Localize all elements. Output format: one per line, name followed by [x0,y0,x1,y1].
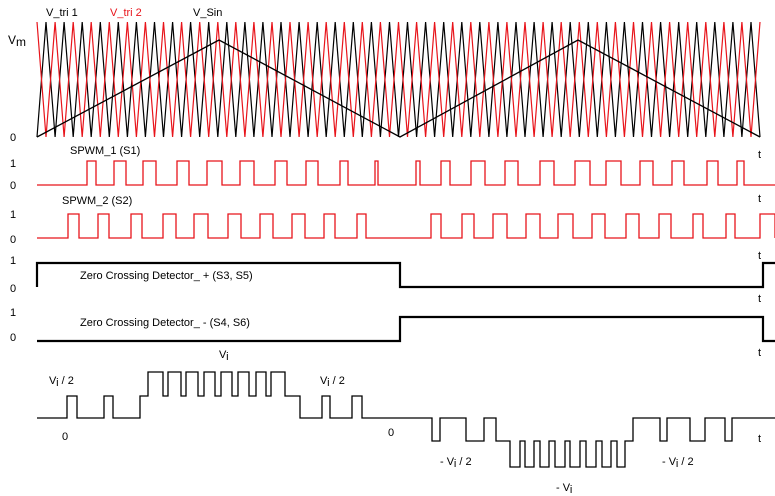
spwm1-t-label: t [758,193,761,205]
zcd-positive-panel: Zero Crossing Detector_ + (S3, S5) 1 0 t [10,255,775,305]
spwm1-one-label: 1 [10,158,16,170]
label-vi-half-left-rest: / 2 [59,375,74,387]
zcd-negative-zero-label: 0 [10,332,16,344]
spwm2-zero-label: 0 [10,234,16,246]
vm-label-main: V [8,33,16,47]
vm-label-sub: m [16,35,26,49]
zcd-negative-trace [37,315,775,343]
label-neg-vi-half-left-sub: i [454,458,456,470]
label-neg-vi-half-right-sub: i [676,458,678,470]
tri-carrier-1-trace [36,21,761,138]
label-neg-vi-half-left-v: - V [440,456,455,468]
label-neg-vi-bottom-v: - V [556,482,571,494]
label-neg-vi-half-left-rest: / 2 [456,456,471,468]
spwm2-title: SPWM_2 (S2) [62,195,132,207]
label-vi-half-right-sub: i [327,377,329,389]
tri-carrier-1-line [36,21,761,138]
output-voltage-trace [37,371,775,468]
legend-tri2: V_tri 2 [110,7,142,19]
zcd-positive-t-label: t [758,293,761,305]
label-neg-vi-bottom-sub: i [570,484,572,496]
carrier-t-label: t [758,149,761,161]
carrier-panel: V_tri 1 V_tri 2 V_Sin Vm 0 t [8,7,761,161]
spwm1-trace [37,160,775,186]
output-voltage-panel: Vi / 2 Vi Vi / 2 - Vi / 2 - Vi - Vi / 2 … [37,349,775,496]
label-vi-half-left-sub: i [56,377,58,389]
zcd-negative-title: Zero Crossing Detector_ - (S4, S6) [80,317,250,329]
zcd-positive-zero-label: 0 [10,283,16,295]
tri-carrier-2-line [36,21,761,138]
zcd-positive-one-label: 1 [10,255,16,267]
output-zero-left-label: 0 [62,431,68,443]
spwm2-one-label: 1 [10,209,16,221]
zcd-negative-t-label: t [758,347,761,359]
label-vi-half-right-rest: / 2 [330,375,345,387]
label-vi-half-left: Vi / 2 [49,375,74,389]
spwm2-trace [37,213,775,239]
carrier-zero-label: 0 [10,132,16,144]
label-vi-top: Vi [219,349,229,363]
label-vi-half-right: Vi / 2 [320,375,345,389]
legend-tri1: V_tri 1 [46,7,78,19]
output-t-label: t [758,433,761,445]
sine-reference-trace [36,39,761,138]
label-vi-top-sub: i [226,351,228,363]
label-neg-vi-half-right-v: - V [662,456,677,468]
label-neg-vi-half-left: - Vi / 2 [440,456,472,470]
label-vi-half-right-v: V [320,375,328,387]
spwm1-title: SPWM_1 (S1) [70,145,140,157]
spwm1-zero-label: 0 [10,180,16,192]
tri-carrier-2-trace [36,21,761,138]
spwm1-panel: SPWM_1 (S1) 1 0 t [10,145,775,205]
zcd-positive-title: Zero Crossing Detector_ + (S3, S5) [80,270,253,282]
spwm2-t-label: t [758,250,761,262]
zcd-negative-panel: Zero Crossing Detector_ - (S4, S6) 1 0 t [10,307,775,359]
output-zero-mid-label: 0 [388,427,394,439]
label-neg-vi-half-right-rest: / 2 [678,456,693,468]
zcd-positive-trace [35,261,775,289]
vm-label: Vm [8,33,26,49]
label-vi-half-left-v: V [49,375,57,387]
spwm2-panel: SPWM_2 (S2) 1 0 t [10,195,775,262]
label-neg-vi-bottom: - Vi [556,482,572,496]
legend-sin: V_Sin [193,7,222,19]
label-neg-vi-half-right: - Vi / 2 [662,456,694,470]
label-vi-top-v: V [219,349,227,361]
zcd-negative-one-label: 1 [10,307,16,319]
